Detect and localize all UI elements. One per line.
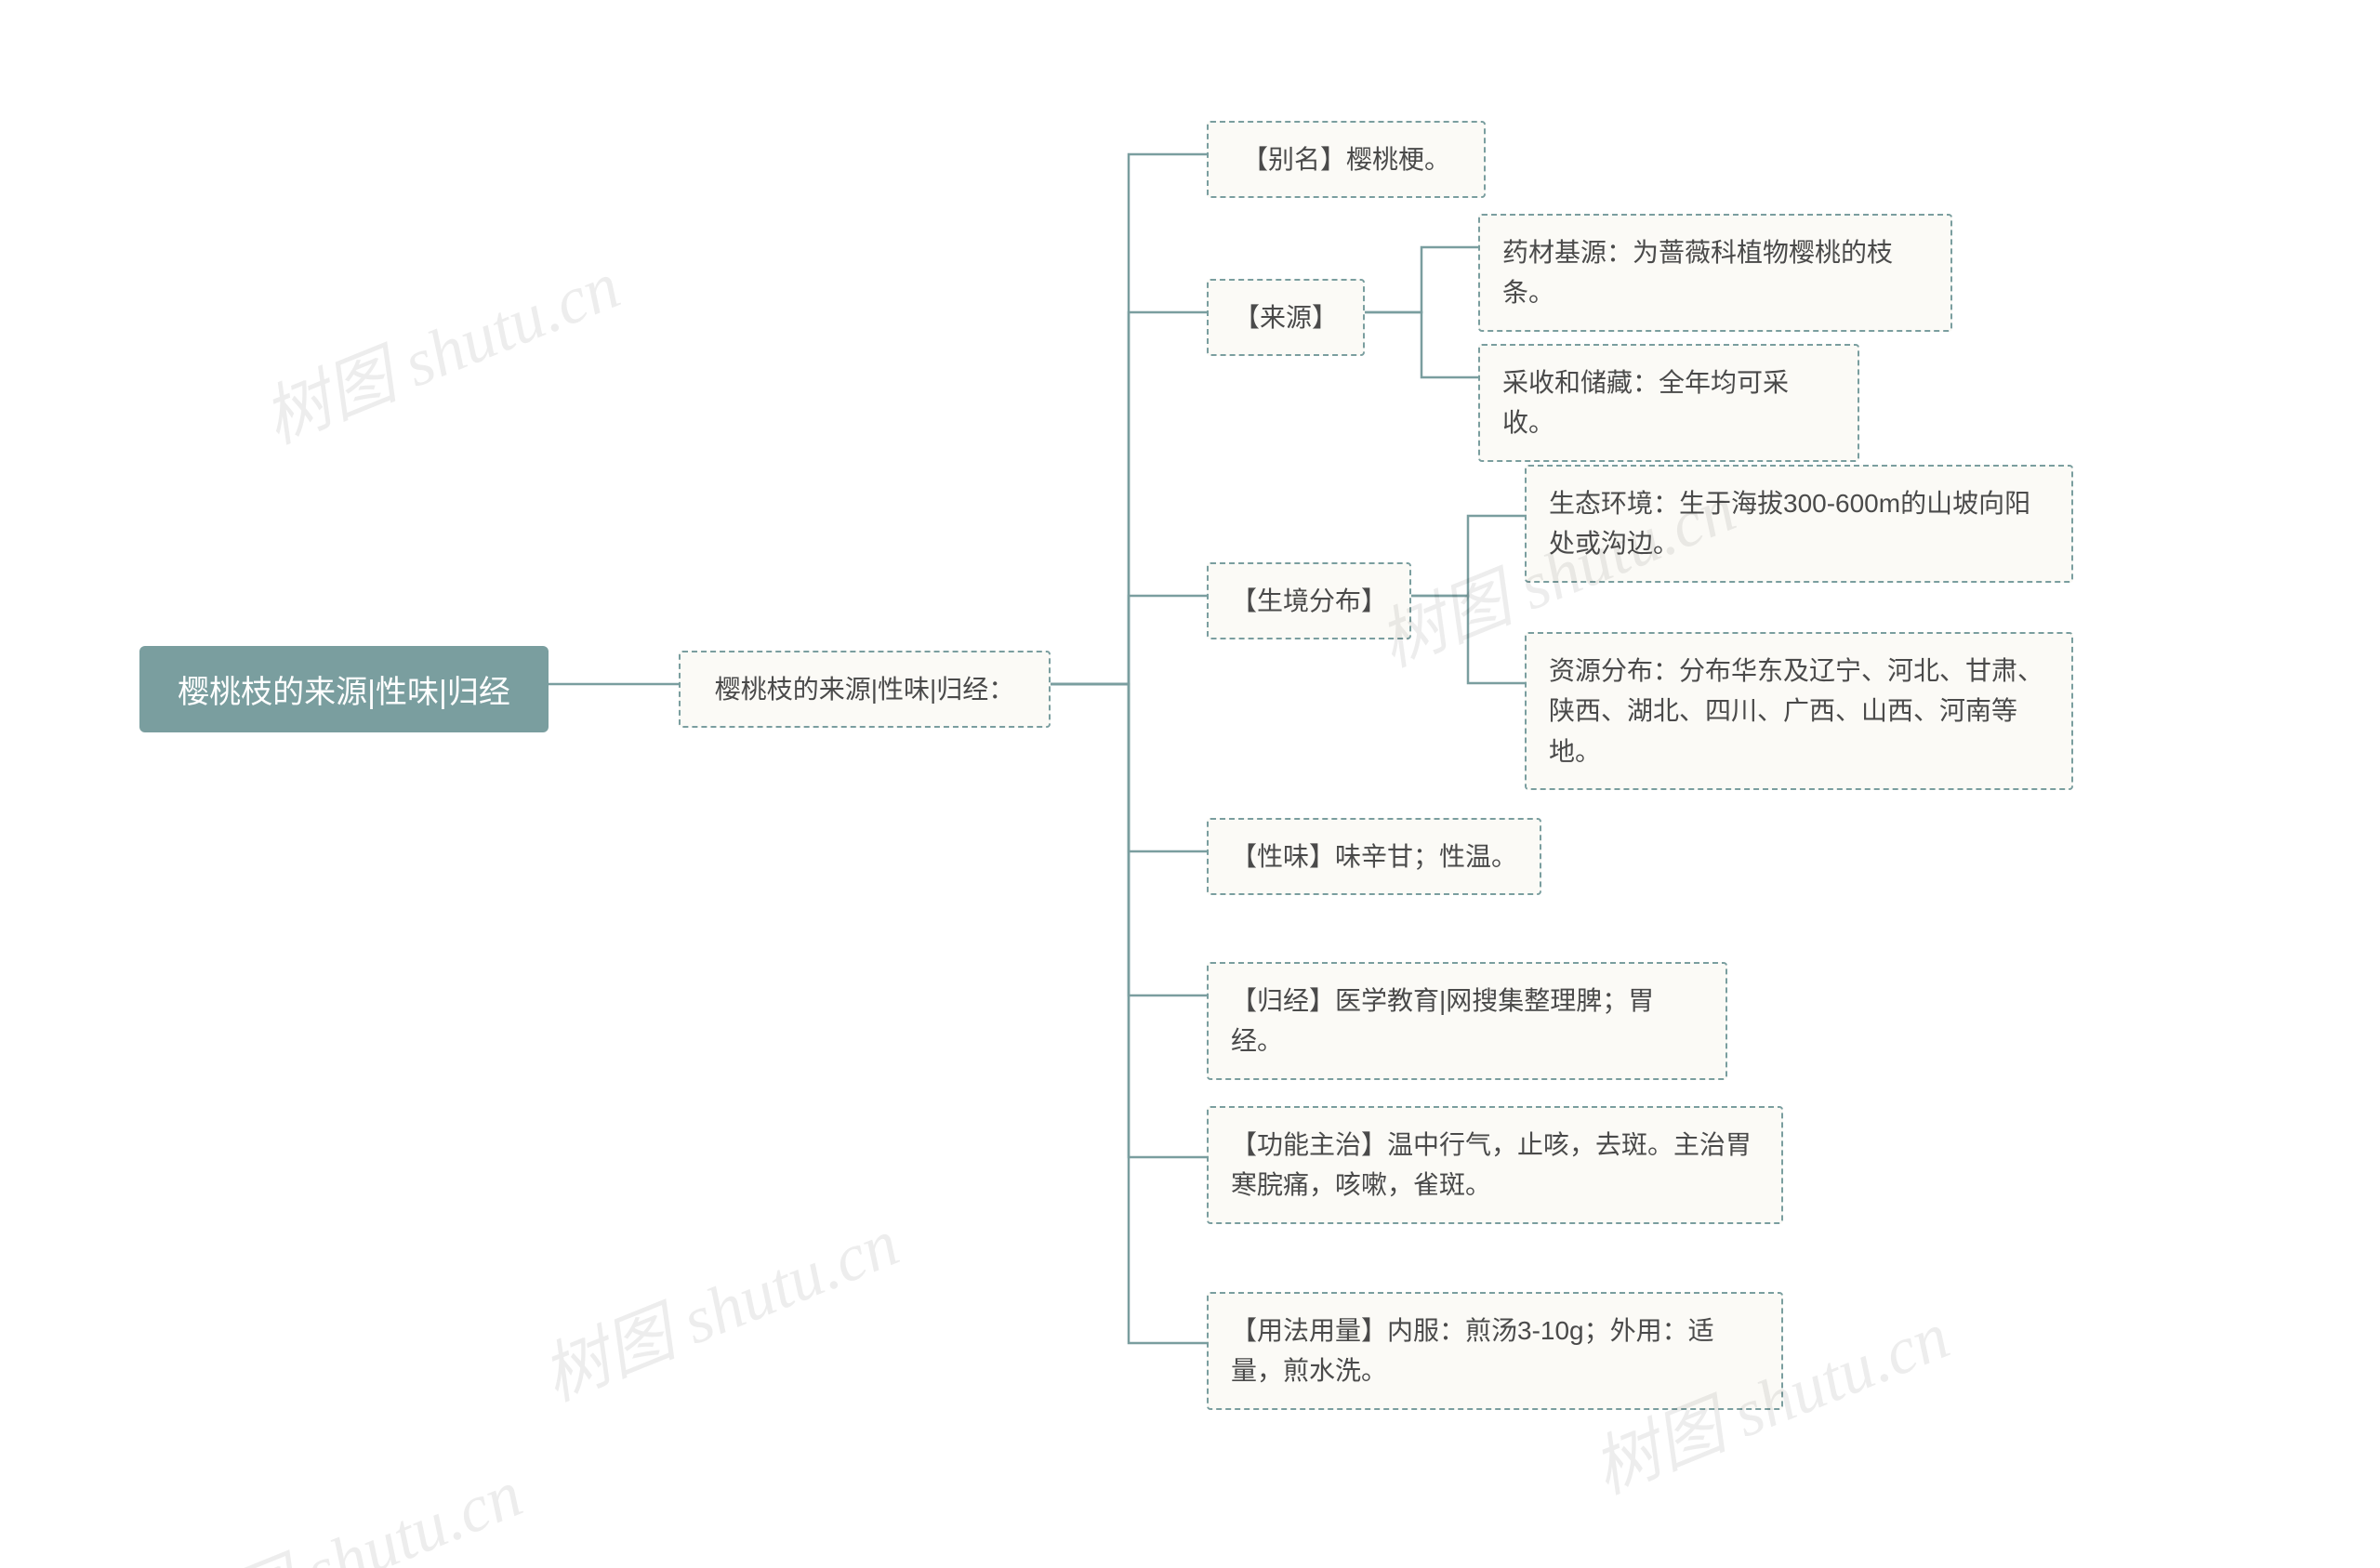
node-meridian: 【归经】医学教育|网搜集整理脾；胃经。 [1207,962,1727,1080]
node-label: 【性味】味辛甘；性温。 [1231,837,1517,876]
node-label: 【用法用量】内服：煎汤3-10g；外用：适量，煎水洗。 [1231,1311,1759,1391]
root-label: 樱桃枝的来源|性味|归经 [178,666,510,712]
node-label: 【归经】医学教育|网搜集整理脾；胃经。 [1231,981,1703,1061]
mindmap-level1: 樱桃枝的来源|性味|归经： [679,651,1051,728]
node-label: 药材基源：为蔷薇科植物樱桃的枝条。 [1502,232,1928,313]
node-label: 生态环境：生于海拔300-600m的山坡向阳处或沟边。 [1549,483,2049,564]
node-source-child-0: 药材基源：为蔷薇科植物樱桃的枝条。 [1478,214,1952,332]
watermark: 树图 shutu.cn [246,231,631,462]
mindmap-root: 樱桃枝的来源|性味|归经 [139,646,549,732]
node-function: 【功能主治】温中行气，止咳，去斑。主治胃寒脘痛，咳嗽，雀斑。 [1207,1106,1783,1224]
node-source-child-1: 采收和储藏：全年均可采收。 [1478,344,1859,462]
node-habitat: 【生境分布】 [1207,562,1411,639]
watermark: 树图 shutu.cn [525,1188,910,1419]
node-habitat-child-1: 资源分布：分布华东及辽宁、河北、甘肃、陕西、湖北、四川、广西、山西、河南等地。 [1525,632,2073,790]
node-taste: 【性味】味辛甘；性温。 [1207,818,1541,895]
node-habitat-child-0: 生态环境：生于海拔300-600m的山坡向阳处或沟边。 [1525,465,2073,583]
node-dosage: 【用法用量】内服：煎汤3-10g；外用：适量，煎水洗。 [1207,1292,1783,1410]
node-label: 资源分布：分布华东及辽宁、河北、甘肃、陕西、湖北、四川、广西、山西、河南等地。 [1549,651,2049,771]
node-label: 【生境分布】 [1231,581,1387,621]
node-label: 采收和储藏：全年均可采收。 [1502,362,1835,443]
level1-label: 樱桃枝的来源|性味|归经： [715,669,1015,709]
node-label: 【别名】樱桃梗。 [1242,139,1450,179]
node-label: 【功能主治】温中行气，止咳，去斑。主治胃寒脘痛，咳嗽，雀斑。 [1231,1125,1759,1206]
node-source: 【来源】 [1207,279,1365,356]
watermark: 树图 shutu.cn [149,1439,534,1568]
node-label: 【来源】 [1234,297,1338,337]
node-alias: 【别名】樱桃梗。 [1207,121,1486,198]
